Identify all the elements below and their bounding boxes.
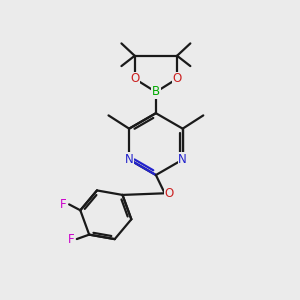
Text: N: N [178, 153, 187, 166]
Text: F: F [68, 232, 74, 245]
Text: O: O [130, 72, 139, 85]
Text: O: O [172, 72, 182, 85]
Text: N: N [125, 153, 134, 166]
Text: O: O [164, 187, 174, 200]
Text: B: B [152, 85, 160, 98]
Text: F: F [60, 198, 67, 211]
